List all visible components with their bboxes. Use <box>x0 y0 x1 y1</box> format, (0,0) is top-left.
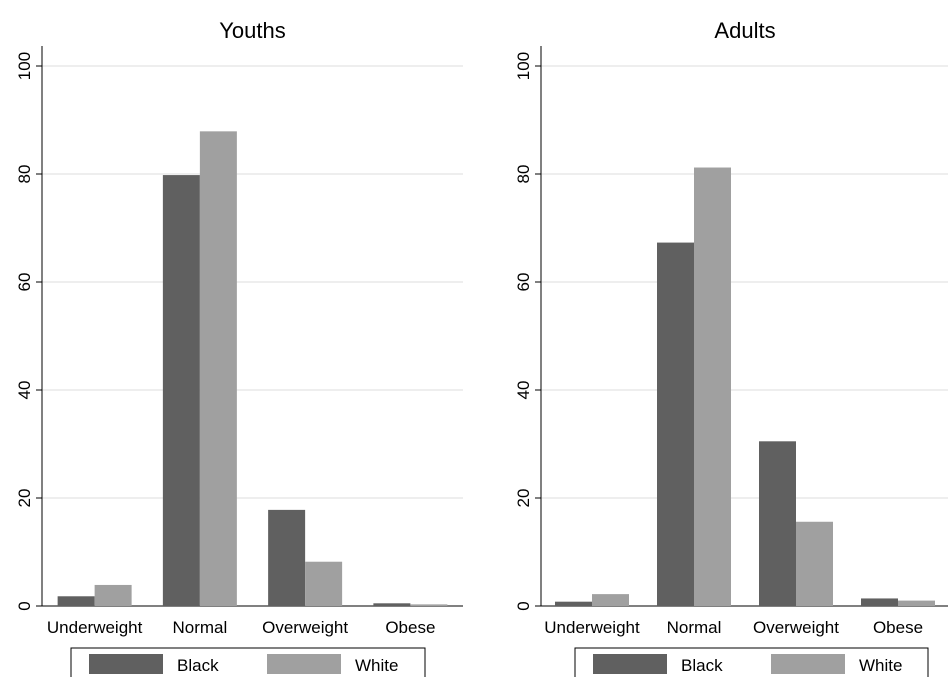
x-tick-label: Overweight <box>753 618 839 637</box>
chart-title: Adults <box>714 18 775 43</box>
x-tick-label: Obese <box>385 618 435 637</box>
bar-white-obese <box>898 600 935 606</box>
legend-swatch-black <box>593 654 667 674</box>
bar-white-underweight <box>94 584 132 606</box>
legend-label-black: Black <box>681 656 723 675</box>
chart-title: Youths <box>219 18 285 43</box>
y-tick-label: 60 <box>514 273 533 292</box>
y-tick-label: 20 <box>514 489 533 508</box>
y-tick-label: 80 <box>514 165 533 184</box>
chart-panel-youths: 0 20 40 60 80 100 Youths Underweight Normal Overw… <box>15 18 463 682</box>
bar-black-underweight <box>555 601 592 606</box>
bar-black-obese <box>861 598 898 606</box>
legend-label-black: Black <box>177 656 219 675</box>
x-tick-label: Underweight <box>47 618 143 637</box>
bar-black-overweight <box>759 441 796 606</box>
x-tick-label: Normal <box>172 618 227 637</box>
x-tick-label: Overweight <box>262 618 348 637</box>
legend: Black White <box>574 647 929 682</box>
bar-white-overweight <box>305 561 343 606</box>
y-tick-label: 40 <box>514 381 533 400</box>
bar-white-underweight <box>592 594 629 606</box>
x-tick-label: Underweight <box>544 618 640 637</box>
y-tick-label: 40 <box>15 381 34 400</box>
bar-white-obese <box>410 604 448 606</box>
x-tick-label: Normal <box>667 618 722 637</box>
y-tick-label: 100 <box>514 52 533 80</box>
y-tick-label: 60 <box>15 273 34 292</box>
bar-black-normal <box>162 175 200 606</box>
y-tick-label: 100 <box>15 52 34 80</box>
y-tick-label: 0 <box>514 601 533 610</box>
legend-swatch-black <box>89 654 163 674</box>
legend-swatch-white <box>771 654 845 674</box>
y-tick-label: 80 <box>15 165 34 184</box>
y-tick-label: 20 <box>15 489 34 508</box>
legend-label-white: White <box>859 656 902 675</box>
bar-black-normal <box>657 242 694 606</box>
bar-black-obese <box>373 603 411 606</box>
y-tick-label: 0 <box>15 601 34 610</box>
bar-white-overweight <box>796 521 833 606</box>
legend-label-white: White <box>355 656 398 675</box>
legend-swatch-white <box>267 654 341 674</box>
bar-white-normal <box>694 167 731 606</box>
bar-black-overweight <box>268 509 306 606</box>
bar-black-underweight <box>57 596 95 606</box>
x-tick-label: Obese <box>873 618 923 637</box>
chart-panel-adults: 0 20 40 60 80 100 Adults Underweight Normal Overw… <box>514 18 948 682</box>
legend: Black White <box>70 647 426 682</box>
bar-white-normal <box>199 131 237 606</box>
